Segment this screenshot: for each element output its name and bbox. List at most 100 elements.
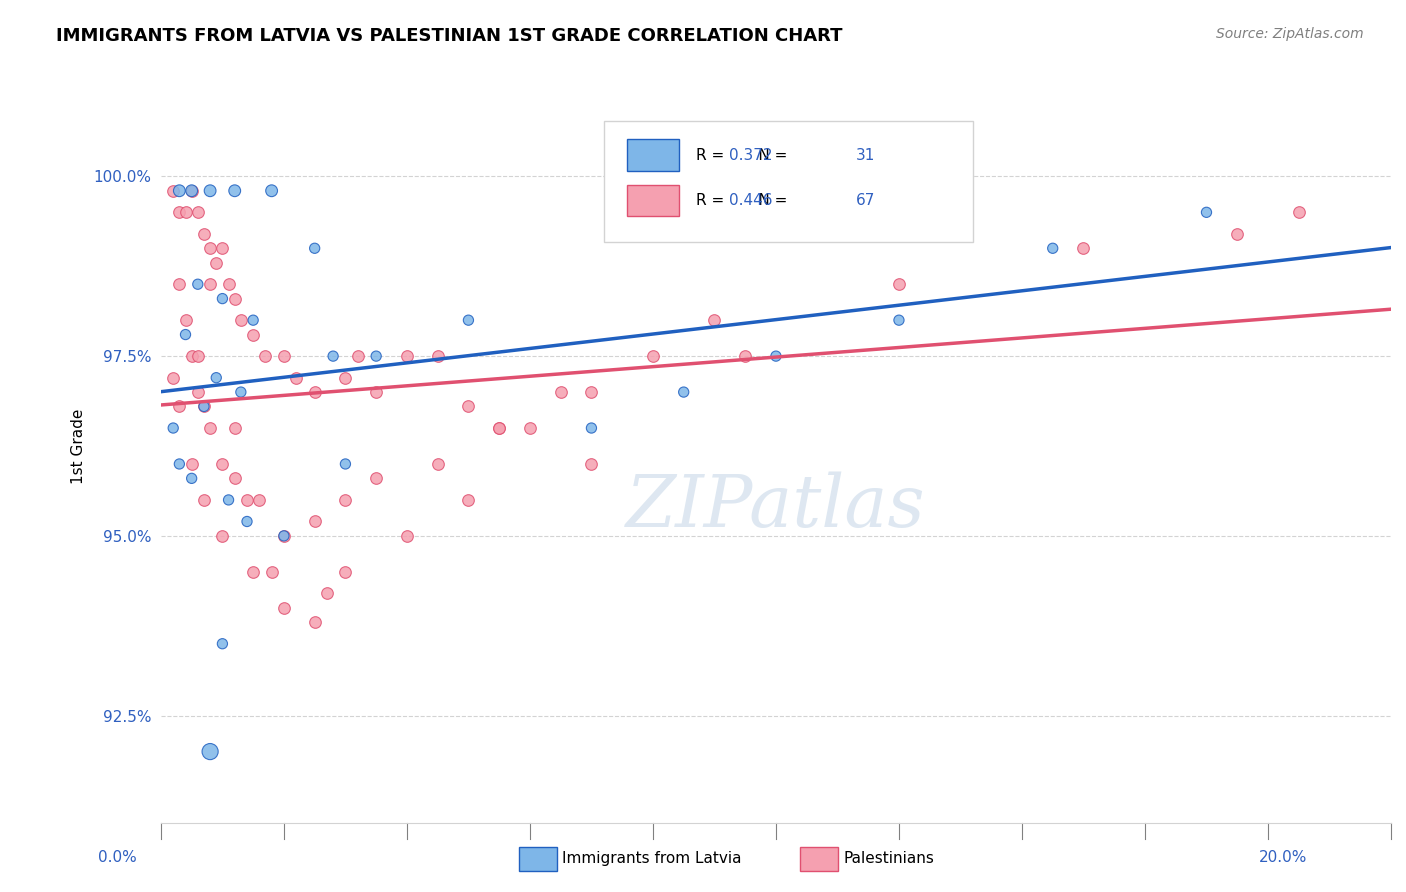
Point xyxy=(236,492,259,507)
Text: 0.446: 0.446 xyxy=(730,194,773,208)
Point xyxy=(187,349,209,363)
Point xyxy=(211,241,233,255)
Text: IMMIGRANTS FROM LATVIA VS PALESTINIAN 1ST GRADE CORRELATION CHART: IMMIGRANTS FROM LATVIA VS PALESTINIAN 1S… xyxy=(56,27,842,45)
Point xyxy=(198,241,221,255)
Point xyxy=(887,313,910,327)
Point xyxy=(169,277,191,292)
FancyBboxPatch shape xyxy=(627,139,679,171)
Text: 31: 31 xyxy=(856,148,876,163)
Point xyxy=(229,313,252,327)
Point xyxy=(180,184,202,198)
Point xyxy=(224,292,246,306)
Point xyxy=(335,457,357,471)
Point xyxy=(180,184,202,198)
Point xyxy=(162,184,184,198)
Point xyxy=(218,492,240,507)
Point xyxy=(426,349,449,363)
Point xyxy=(247,492,270,507)
Point xyxy=(304,615,326,629)
Point xyxy=(887,277,910,292)
Point xyxy=(366,385,388,400)
Point xyxy=(218,277,240,292)
Point xyxy=(260,565,283,579)
Point xyxy=(335,370,357,384)
Point xyxy=(395,349,418,363)
Point xyxy=(703,313,725,327)
Point xyxy=(304,385,326,400)
Point xyxy=(187,205,209,219)
Point xyxy=(198,745,221,759)
Point xyxy=(211,529,233,543)
Point xyxy=(242,327,264,342)
Point xyxy=(174,313,197,327)
Point xyxy=(488,421,510,435)
Point xyxy=(242,313,264,327)
Text: Source: ZipAtlas.com: Source: ZipAtlas.com xyxy=(1216,27,1364,41)
Text: Palestinians: Palestinians xyxy=(844,851,935,865)
FancyBboxPatch shape xyxy=(603,121,973,242)
Point xyxy=(734,349,756,363)
Point xyxy=(180,471,202,485)
Point xyxy=(169,457,191,471)
Point xyxy=(224,471,246,485)
Point xyxy=(254,349,277,363)
Point xyxy=(1226,227,1249,241)
Point xyxy=(457,400,479,414)
Point xyxy=(641,349,664,363)
Point xyxy=(335,492,357,507)
Point xyxy=(224,184,246,198)
Point xyxy=(229,385,252,400)
Point xyxy=(236,515,259,529)
Point xyxy=(211,457,233,471)
Point xyxy=(260,184,283,198)
Point xyxy=(581,421,603,435)
Point xyxy=(672,385,695,400)
Point xyxy=(550,385,572,400)
Text: Immigrants from Latvia: Immigrants from Latvia xyxy=(562,851,742,865)
Point xyxy=(426,457,449,471)
Point xyxy=(366,349,388,363)
Point xyxy=(205,255,228,269)
Point xyxy=(162,370,184,384)
Point xyxy=(316,586,339,600)
Point xyxy=(169,205,191,219)
Point xyxy=(273,529,295,543)
Point xyxy=(1073,241,1095,255)
Point xyxy=(174,327,197,342)
Point xyxy=(187,385,209,400)
Point xyxy=(581,385,603,400)
Point xyxy=(193,492,215,507)
Point xyxy=(193,227,215,241)
Y-axis label: 1st Grade: 1st Grade xyxy=(72,409,86,483)
Text: 67: 67 xyxy=(856,194,876,208)
Point xyxy=(346,349,368,363)
Point xyxy=(169,184,191,198)
Point xyxy=(162,421,184,435)
Point xyxy=(198,277,221,292)
Text: R =       N =: R = N = xyxy=(696,194,801,208)
Point xyxy=(169,400,191,414)
Point xyxy=(273,600,295,615)
Point xyxy=(193,400,215,414)
Point xyxy=(198,184,221,198)
Text: 0.0%: 0.0% xyxy=(98,850,138,865)
Point xyxy=(198,421,221,435)
Point xyxy=(1195,205,1218,219)
Point xyxy=(366,471,388,485)
Text: 20.0%: 20.0% xyxy=(1260,850,1308,865)
Point xyxy=(304,241,326,255)
Text: R =       N =: R = N = xyxy=(696,148,801,163)
Point xyxy=(242,565,264,579)
Point xyxy=(457,492,479,507)
Point xyxy=(180,457,202,471)
Point xyxy=(765,349,787,363)
FancyBboxPatch shape xyxy=(627,185,679,217)
Text: ZIPatlas: ZIPatlas xyxy=(626,471,925,541)
Point xyxy=(457,313,479,327)
Point xyxy=(180,349,202,363)
Point xyxy=(273,529,295,543)
Point xyxy=(211,637,233,651)
Point xyxy=(488,421,510,435)
Point xyxy=(519,421,541,435)
Point xyxy=(205,370,228,384)
